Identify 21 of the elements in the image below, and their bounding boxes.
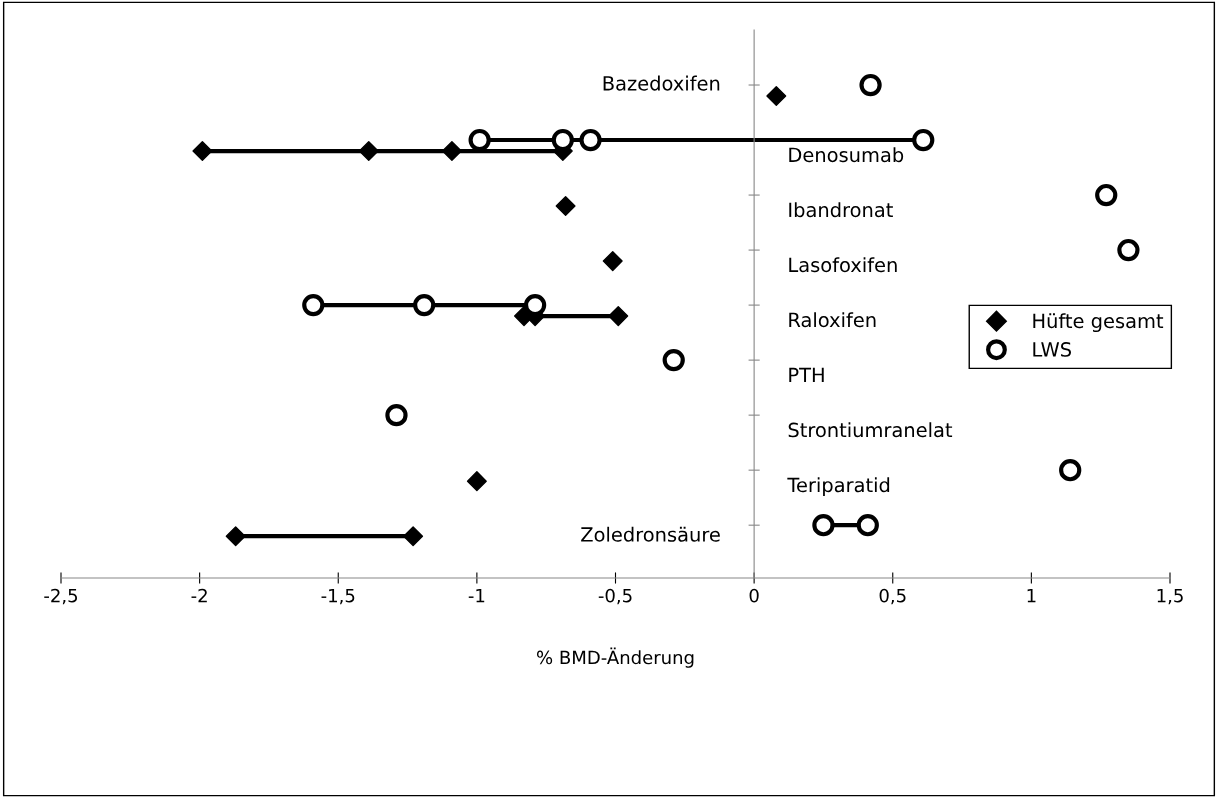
y-tick-label: Raloxifen	[789, 312, 876, 328]
legend-label: Hüfte gesamt	[1033, 313, 1164, 333]
x-tick-label: 1,5	[1157, 588, 1183, 605]
y-tick-label: Ibandronat	[789, 202, 893, 218]
y-tick-label: Zoledronsäure	[581, 526, 720, 542]
x-tick-label: -2	[191, 588, 207, 603]
y-tick-label: Denosumab	[789, 147, 904, 163]
y-tick-label: Teriparatid	[787, 477, 890, 497]
y-tick-label: Lasofoxifen	[789, 257, 897, 273]
x-tick-label: -2,5	[44, 588, 78, 605]
x-tick-label: -1	[468, 588, 485, 603]
x-tick-label: -1,5	[321, 588, 355, 605]
x-tick-label: -0,5	[598, 588, 632, 605]
legend-label: LWS	[1033, 342, 1071, 357]
x-tick-label: 0,5	[879, 588, 906, 605]
y-tick-label: Strontiumranelat	[788, 422, 953, 438]
x-axis-title: % BMD-Änderung	[536, 647, 694, 668]
x-tick-label: 1	[1027, 588, 1036, 603]
x-tick-label: 0	[749, 588, 759, 603]
y-tick-label: PTH	[789, 367, 824, 382]
y-tick-label: Bazedoxifen	[603, 75, 720, 91]
